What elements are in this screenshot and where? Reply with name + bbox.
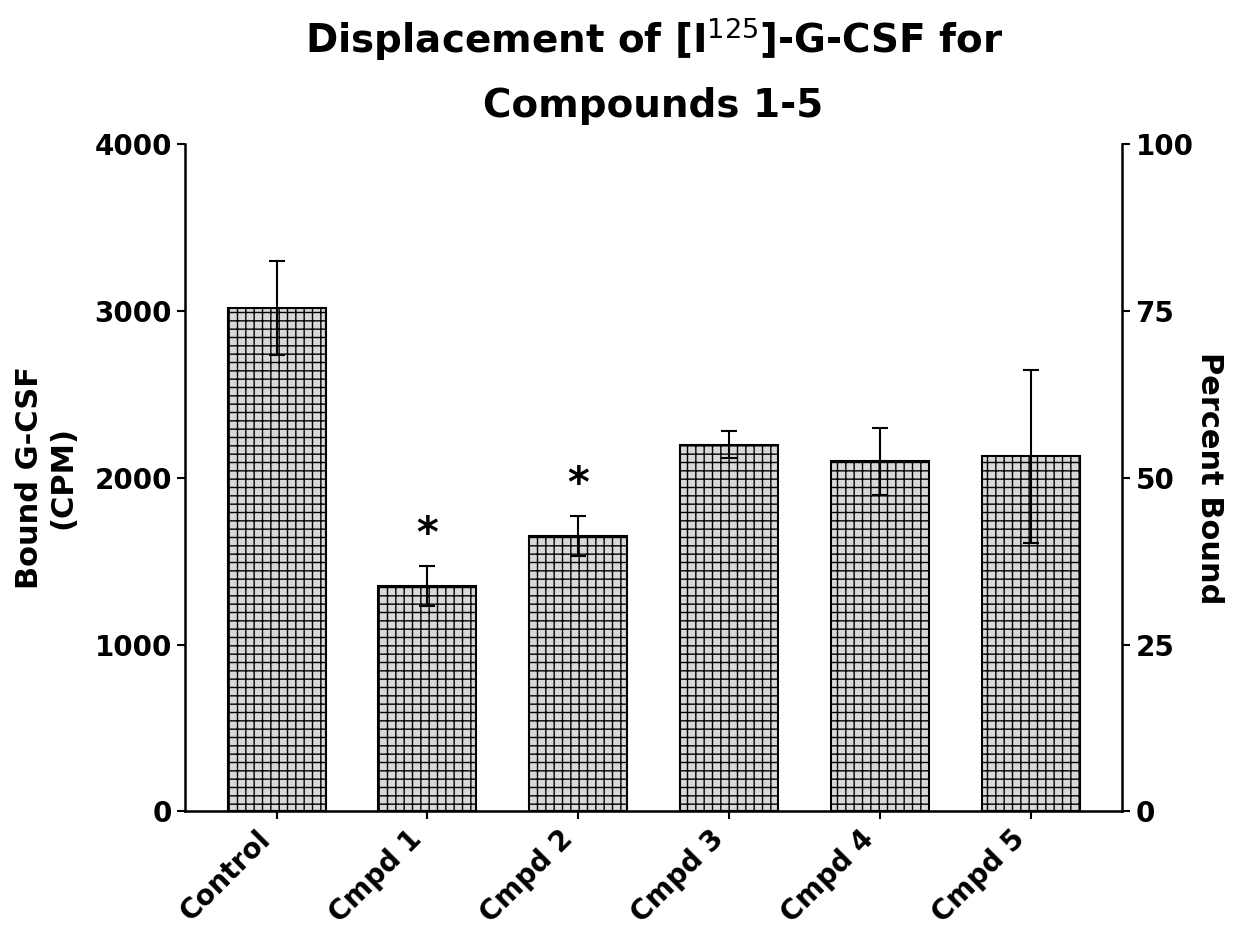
Y-axis label: Percent Bound: Percent Bound: [1194, 352, 1224, 604]
Bar: [680, 445, 778, 812]
Bar: [981, 456, 1079, 812]
Bar: [529, 537, 627, 812]
Text: *: *: [416, 514, 439, 556]
Title: Displacement of [I$^{125}$]-G-CSF for
Compounds 1-5: Displacement of [I$^{125}$]-G-CSF for Co…: [305, 15, 1002, 124]
Y-axis label: Bound G-CSF
(CPM): Bound G-CSF (CPM): [15, 367, 78, 589]
Bar: [378, 587, 477, 812]
Bar: [831, 461, 929, 812]
Text: *: *: [567, 464, 589, 506]
Bar: [228, 308, 326, 812]
